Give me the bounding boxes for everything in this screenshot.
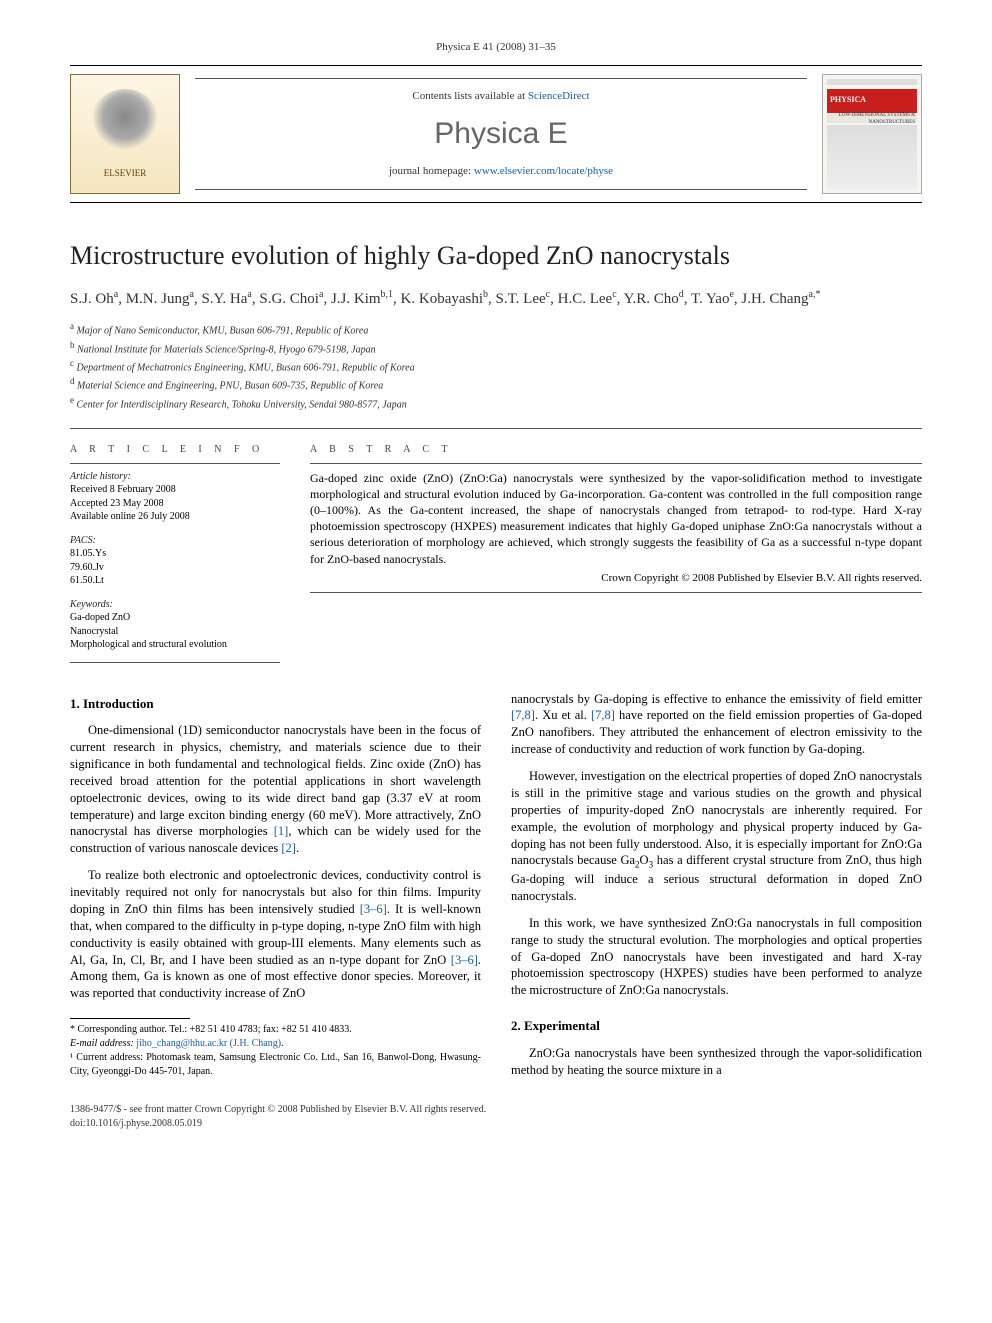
history-block: Article history: Received 8 February 200… <box>70 470 280 524</box>
publisher-logo: ELSEVIER <box>70 74 180 194</box>
masthead: ELSEVIER Contents lists available at Sci… <box>70 74 922 194</box>
email-link[interactable]: jiho_chang@hhu.ac.kr (J.H. Chang) <box>136 1038 281 1049</box>
cover-subtitle: LOW-DIMENSIONAL SYSTEMS & NANOSTRUCTURES <box>827 113 917 123</box>
reference-link[interactable]: [7,8] <box>591 708 615 722</box>
pacs-block: PACS: 81.05.Ys 79.60.Jv 61.50.Lt <box>70 534 280 588</box>
contents-line: Contents lists available at ScienceDirec… <box>412 89 589 104</box>
abstract-copyright: Crown Copyright © 2008 Published by Else… <box>310 571 922 586</box>
paragraph: nanocrystals by Ga-doping is effective t… <box>511 691 922 759</box>
rule <box>195 78 807 79</box>
rule <box>70 428 922 429</box>
cover-image-icon <box>827 125 917 189</box>
article-info: A R T I C L E I N F O Article history: R… <box>70 443 280 663</box>
rule <box>195 189 807 190</box>
keywords-hdr: Keywords: <box>70 598 280 612</box>
publisher-name: ELSEVIER <box>104 167 147 179</box>
email-line: E-mail address: jiho_chang@hhu.ac.kr (J.… <box>70 1037 481 1051</box>
author-list: S.J. Oha, M.N. Junga, S.Y. Haa, S.G. Cho… <box>70 287 922 311</box>
affiliations: a Major of Nano Semiconductor, KMU, Busa… <box>70 320 922 412</box>
rule-top <box>70 65 922 66</box>
doi-line: doi:10.1016/j.physe.2008.05.019 <box>70 1117 922 1131</box>
email-label: E-mail address: <box>70 1038 136 1049</box>
journal-name: Physica E <box>434 114 567 155</box>
reference-link[interactable]: [7,8] <box>511 708 535 722</box>
section-heading-intro: 1. Introduction <box>70 695 481 713</box>
elsevier-tree-icon <box>90 89 160 159</box>
author-note: ¹ Current address: Photomask team, Samsu… <box>70 1051 481 1079</box>
paragraph: However, investigation on the electrical… <box>511 768 922 905</box>
footer: 1386-9477/$ - see front matter Crown Cop… <box>70 1103 922 1131</box>
reference-link[interactable]: [2] <box>281 841 296 855</box>
keyword: Morphological and structural evolution <box>70 638 280 652</box>
rule <box>70 463 280 464</box>
sciencedirect-link[interactable]: ScienceDirect <box>528 90 590 102</box>
keyword: Nanocrystal <box>70 625 280 639</box>
pacs-item: 79.60.Jv <box>70 561 280 575</box>
abstract-heading: A B S T R A C T <box>310 443 922 457</box>
info-abstract-row: A R T I C L E I N F O Article history: R… <box>70 443 922 663</box>
cover-thumbnail: PHYSICA LOW-DIMENSIONAL SYSTEMS & NANOST… <box>822 74 922 194</box>
corresponding-author: * Corresponding author. Tel.: +82 51 410… <box>70 1023 481 1037</box>
pacs-item: 61.50.Lt <box>70 574 280 588</box>
contents-prefix: Contents lists available at <box>412 90 527 102</box>
abstract: A B S T R A C T Ga-doped zinc oxide (ZnO… <box>310 443 922 663</box>
footnotes: * Corresponding author. Tel.: +82 51 410… <box>70 1023 481 1079</box>
cover-title: PHYSICA <box>827 89 917 113</box>
info-heading: A R T I C L E I N F O <box>70 443 280 457</box>
history-hdr: Article history: <box>70 470 280 484</box>
pacs-hdr: PACS: <box>70 534 280 548</box>
keyword: Ga-doped ZnO <box>70 611 280 625</box>
pacs-item: 81.05.Ys <box>70 547 280 561</box>
homepage-prefix: journal homepage: <box>389 165 474 177</box>
rule <box>310 463 922 464</box>
homepage-link[interactable]: www.elsevier.com/locate/physe <box>474 165 613 177</box>
accepted: Accepted 23 May 2008 <box>70 497 280 511</box>
online: Available online 26 July 2008 <box>70 510 280 524</box>
body-columns: 1. Introduction One-dimensional (1D) sem… <box>70 691 922 1089</box>
reference-link[interactable]: [1] <box>274 824 289 838</box>
footnote-separator <box>70 1018 190 1019</box>
abstract-text: Ga-doped zinc oxide (ZnO) (ZnO:Ga) nanoc… <box>310 470 922 567</box>
masthead-center: Contents lists available at ScienceDirec… <box>195 74 807 194</box>
received: Received 8 February 2008 <box>70 483 280 497</box>
keywords-block: Keywords: Ga-doped ZnO Nanocrystal Morph… <box>70 598 280 652</box>
article-title: Microstructure evolution of highly Ga-do… <box>70 238 922 273</box>
rule <box>310 592 922 593</box>
reference-link[interactable]: [3–6] <box>451 953 478 967</box>
paragraph: To realize both electronic and optoelect… <box>70 867 481 1002</box>
homepage-line: journal homepage: www.elsevier.com/locat… <box>389 164 613 179</box>
rule-bottom <box>70 202 922 203</box>
paragraph: In this work, we have synthesized ZnO:Ga… <box>511 915 922 999</box>
section-heading-experimental: 2. Experimental <box>511 1017 922 1035</box>
rule <box>70 662 280 663</box>
paragraph: One-dimensional (1D) semiconductor nanoc… <box>70 722 481 857</box>
citation-line: Physica E 41 (2008) 31–35 <box>70 40 922 55</box>
paragraph: ZnO:Ga nanocrystals have been synthesize… <box>511 1045 922 1079</box>
reference-link[interactable]: [3–6] <box>360 902 387 916</box>
issn-line: 1386-9477/$ - see front matter Crown Cop… <box>70 1103 922 1117</box>
